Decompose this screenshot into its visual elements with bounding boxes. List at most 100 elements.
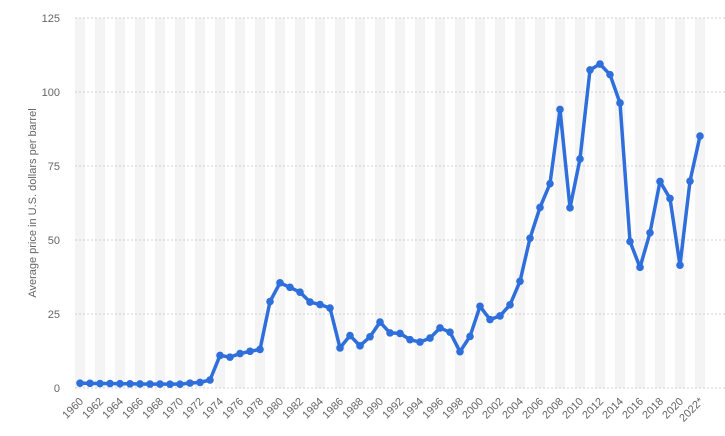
x-tick-label: 2008 bbox=[540, 396, 566, 422]
x-tick-label: 2012 bbox=[580, 396, 606, 422]
data-point bbox=[456, 347, 464, 356]
y-tick-label: 50 bbox=[48, 235, 60, 247]
data-point bbox=[146, 380, 154, 388]
data-point bbox=[366, 332, 374, 341]
band-stripe bbox=[135, 18, 145, 388]
x-tick-label: 1988 bbox=[340, 396, 366, 422]
band-stripe bbox=[295, 18, 305, 388]
data-point bbox=[336, 344, 344, 352]
data-point bbox=[246, 347, 254, 356]
x-tick-label: 1990 bbox=[360, 396, 386, 422]
band-stripe bbox=[335, 18, 345, 388]
data-point bbox=[476, 302, 484, 311]
y-tick-label: 75 bbox=[48, 161, 60, 173]
data-point bbox=[506, 301, 514, 309]
band-stripe bbox=[375, 18, 385, 388]
x-tick-label: 1992 bbox=[380, 396, 406, 422]
x-tick-label: 2006 bbox=[520, 396, 546, 422]
data-point bbox=[376, 318, 384, 326]
band-stripe bbox=[355, 18, 365, 388]
x-tick-label: 1974 bbox=[200, 396, 226, 422]
x-tick-label: 2010 bbox=[560, 396, 586, 422]
band-stripe bbox=[235, 18, 245, 388]
data-point bbox=[126, 379, 134, 388]
band-stripe bbox=[275, 18, 285, 388]
band-stripe bbox=[115, 18, 125, 388]
data-point bbox=[616, 99, 624, 107]
data-point bbox=[266, 297, 274, 306]
data-point bbox=[536, 203, 544, 212]
data-point bbox=[696, 132, 704, 140]
data-point bbox=[636, 263, 644, 272]
y-tick-label: 0 bbox=[54, 383, 60, 395]
band-stripe bbox=[475, 18, 485, 388]
y-tick-label: 25 bbox=[48, 309, 60, 321]
band-stripe bbox=[575, 18, 585, 388]
data-point bbox=[646, 229, 654, 237]
data-point bbox=[356, 342, 364, 350]
data-point bbox=[406, 335, 414, 344]
data-point bbox=[676, 261, 684, 270]
x-tick-label: 2000 bbox=[460, 396, 486, 422]
data-point bbox=[466, 332, 474, 341]
band-stripe bbox=[675, 18, 685, 388]
y-axis-label: Average price in U.S. dollars per barrel bbox=[27, 108, 39, 297]
data-point bbox=[596, 60, 604, 68]
data-point bbox=[436, 324, 444, 332]
band-stripe bbox=[175, 18, 185, 388]
data-point bbox=[346, 331, 354, 340]
data-point bbox=[396, 329, 404, 338]
data-point bbox=[86, 379, 94, 388]
x-tick-label: 1964 bbox=[100, 396, 126, 422]
data-point bbox=[566, 204, 574, 212]
y-tick-label: 100 bbox=[42, 87, 60, 99]
x-tick-label: 1994 bbox=[400, 396, 426, 422]
data-point bbox=[386, 329, 394, 337]
data-point bbox=[666, 194, 674, 203]
x-tick-label: 2018 bbox=[640, 396, 666, 422]
x-tick-label: 1982 bbox=[280, 396, 306, 422]
data-point bbox=[586, 66, 594, 74]
x-tick-label: 1962 bbox=[80, 396, 106, 422]
x-tick-label: 1986 bbox=[320, 396, 346, 422]
data-point bbox=[286, 283, 294, 292]
data-point bbox=[76, 379, 84, 387]
x-tick-label: 2016 bbox=[620, 396, 646, 422]
data-point bbox=[426, 334, 434, 342]
band-stripe bbox=[155, 18, 165, 388]
band-stripe bbox=[315, 18, 325, 388]
band-stripe bbox=[695, 18, 705, 388]
band-stripe bbox=[595, 18, 605, 388]
data-point bbox=[216, 351, 224, 360]
data-point bbox=[176, 380, 184, 388]
band-stripe bbox=[415, 18, 425, 388]
x-tick-label: 1966 bbox=[120, 396, 146, 422]
data-point bbox=[486, 315, 494, 324]
band-stripe bbox=[255, 18, 265, 388]
data-point bbox=[416, 338, 424, 346]
x-tick-label: 1978 bbox=[240, 396, 266, 422]
data-point bbox=[446, 328, 454, 336]
band-stripe bbox=[215, 18, 225, 388]
x-tick-label: 2014 bbox=[600, 396, 626, 422]
data-point bbox=[156, 380, 164, 388]
x-tick-label: 2004 bbox=[500, 396, 526, 422]
data-point bbox=[516, 277, 524, 286]
band-stripe bbox=[615, 18, 625, 388]
y-tick-label: 125 bbox=[42, 13, 60, 25]
data-point bbox=[296, 288, 304, 296]
x-tick-label: 1996 bbox=[420, 396, 446, 422]
data-point bbox=[196, 378, 204, 387]
data-point bbox=[686, 177, 694, 185]
x-tick-label: 1998 bbox=[440, 396, 466, 422]
band-stripe bbox=[555, 18, 565, 388]
data-point bbox=[116, 379, 124, 388]
data-point bbox=[236, 349, 244, 358]
data-point bbox=[606, 70, 614, 79]
data-point bbox=[276, 279, 284, 287]
band-stripe bbox=[95, 18, 105, 388]
data-point bbox=[136, 380, 144, 388]
data-point bbox=[316, 300, 324, 309]
x-tick-label: 1980 bbox=[260, 396, 286, 422]
